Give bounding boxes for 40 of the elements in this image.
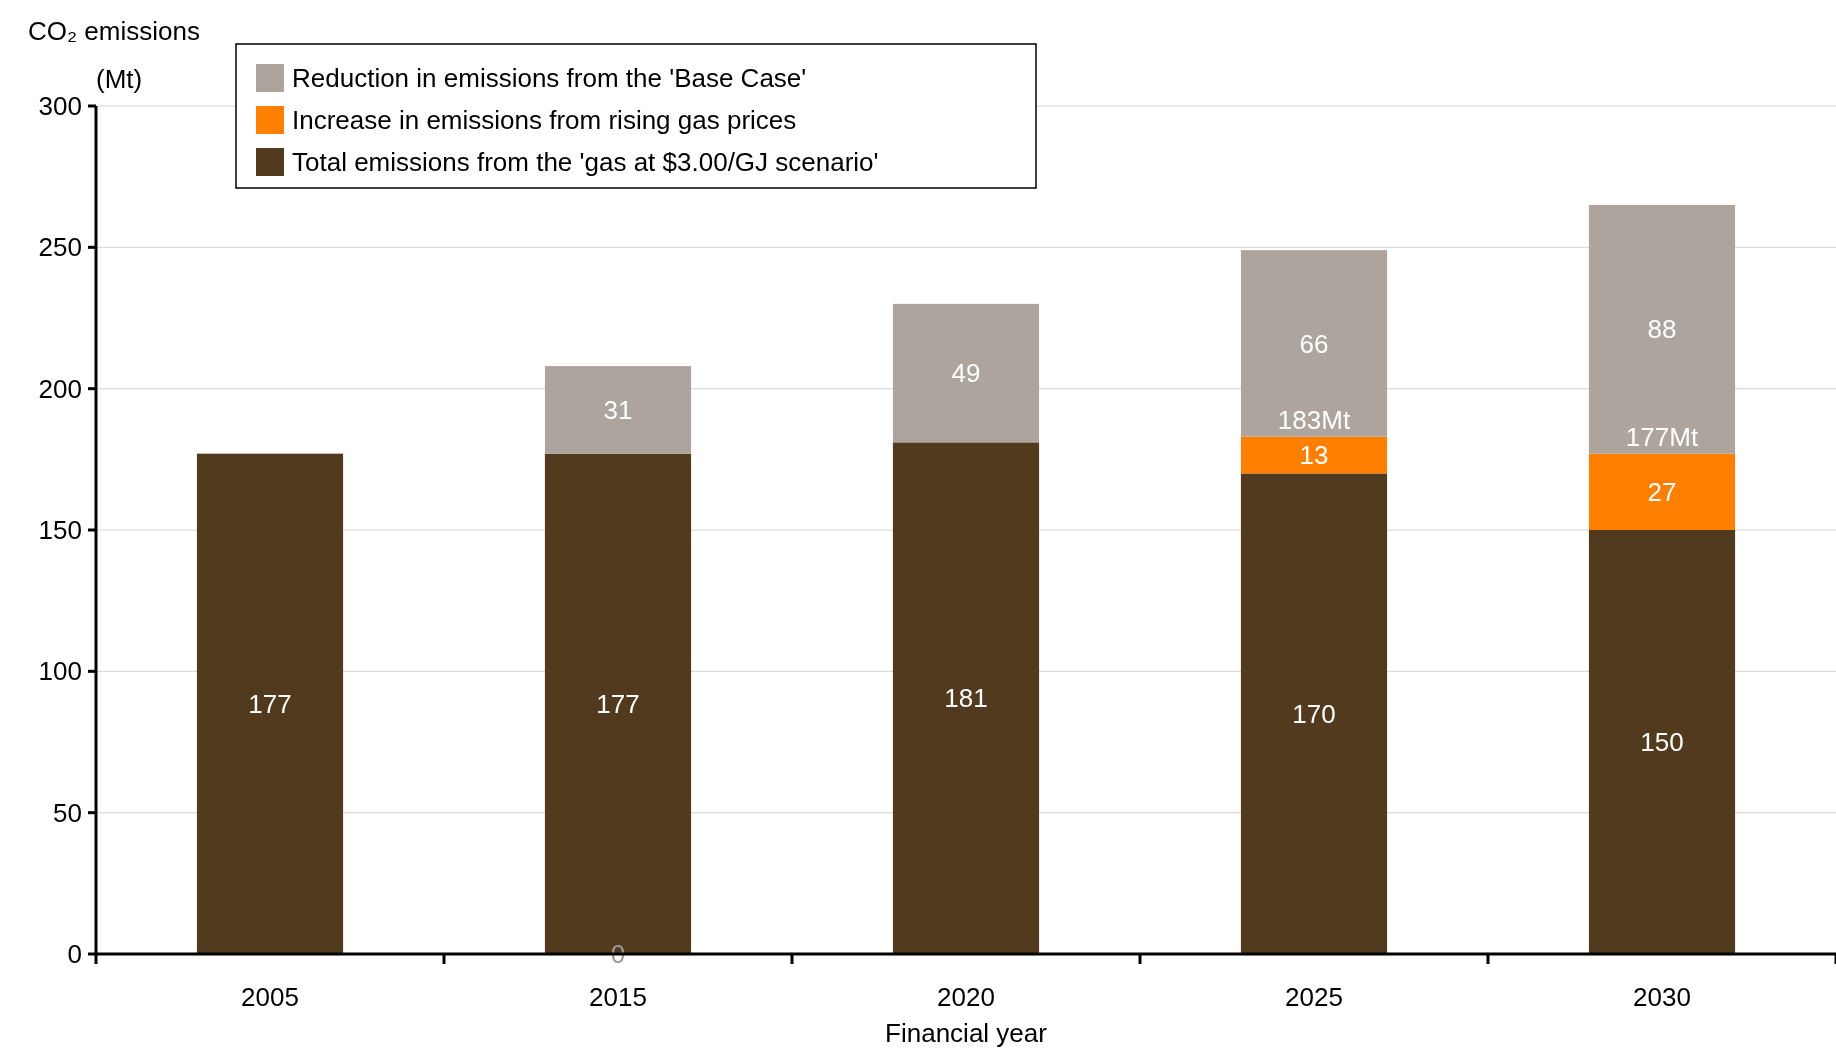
data-label: 66 xyxy=(1299,328,1329,359)
x-tick-label: 2020 xyxy=(937,982,995,1012)
data-label: 177 xyxy=(248,688,292,719)
legend-label: Increase in emissions from rising gas prices xyxy=(292,105,797,136)
x-tick-label: 2015 xyxy=(589,982,647,1012)
data-label: 88 xyxy=(1647,314,1677,345)
x-tick-label: 2005 xyxy=(241,982,299,1012)
data-label: 181 xyxy=(944,683,988,714)
data-label: 177 xyxy=(596,688,640,719)
y-axis-title: CO₂ emissions (Mt) xyxy=(28,16,200,94)
bar xyxy=(1588,530,1736,954)
y-tick-label: 250 xyxy=(38,232,82,263)
data-label: 150 xyxy=(1640,727,1684,758)
bar xyxy=(1240,436,1388,474)
y-tick-label: 100 xyxy=(38,656,82,687)
bar xyxy=(892,303,1040,443)
annotation: 177Mt xyxy=(1625,421,1699,452)
data-label: 49 xyxy=(951,358,981,389)
y-tick-label: 200 xyxy=(38,373,82,404)
y-tick-label: 0 xyxy=(67,939,82,970)
data-label: 27 xyxy=(1647,476,1677,507)
legend-label: Total emissions from the 'gas at $3.00/GJ scenario' xyxy=(292,147,879,178)
legend-label: Reduction in emissions from the 'Base Case' xyxy=(292,63,807,94)
y-tick-label: 150 xyxy=(38,515,82,546)
data-label: 31 xyxy=(603,394,633,425)
bar xyxy=(196,453,344,954)
data-label: 13 xyxy=(1299,440,1329,471)
y-tick-label: 300 xyxy=(38,91,82,122)
y-tick-label: 50 xyxy=(53,797,82,828)
bar xyxy=(1240,250,1388,437)
annotation: 183Mt xyxy=(1277,404,1351,435)
x-axis-title: Financial year xyxy=(885,1018,1048,1048)
x-tick-label: 2025 xyxy=(1285,982,1343,1012)
bar xyxy=(1588,453,1736,530)
bar xyxy=(544,366,692,454)
bar xyxy=(1588,204,1736,454)
x-tick-label: 2030 xyxy=(1633,982,1691,1012)
bar xyxy=(892,442,1040,954)
data-label: 170 xyxy=(1292,698,1336,729)
bar xyxy=(1240,473,1388,954)
